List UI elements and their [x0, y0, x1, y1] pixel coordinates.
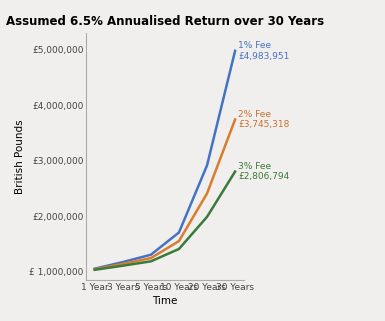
Text: 1% Fee
£4,983,951: 1% Fee £4,983,951 [238, 41, 290, 61]
Text: 3% Fee
£2,806,794: 3% Fee £2,806,794 [238, 162, 290, 181]
X-axis label: Time: Time [152, 296, 177, 306]
Text: 2% Fee
£3,745,318: 2% Fee £3,745,318 [238, 110, 290, 129]
Title: Assumed 6.5% Annualised Return over 30 Years: Assumed 6.5% Annualised Return over 30 Y… [6, 15, 324, 28]
Y-axis label: British Pounds: British Pounds [15, 119, 25, 194]
